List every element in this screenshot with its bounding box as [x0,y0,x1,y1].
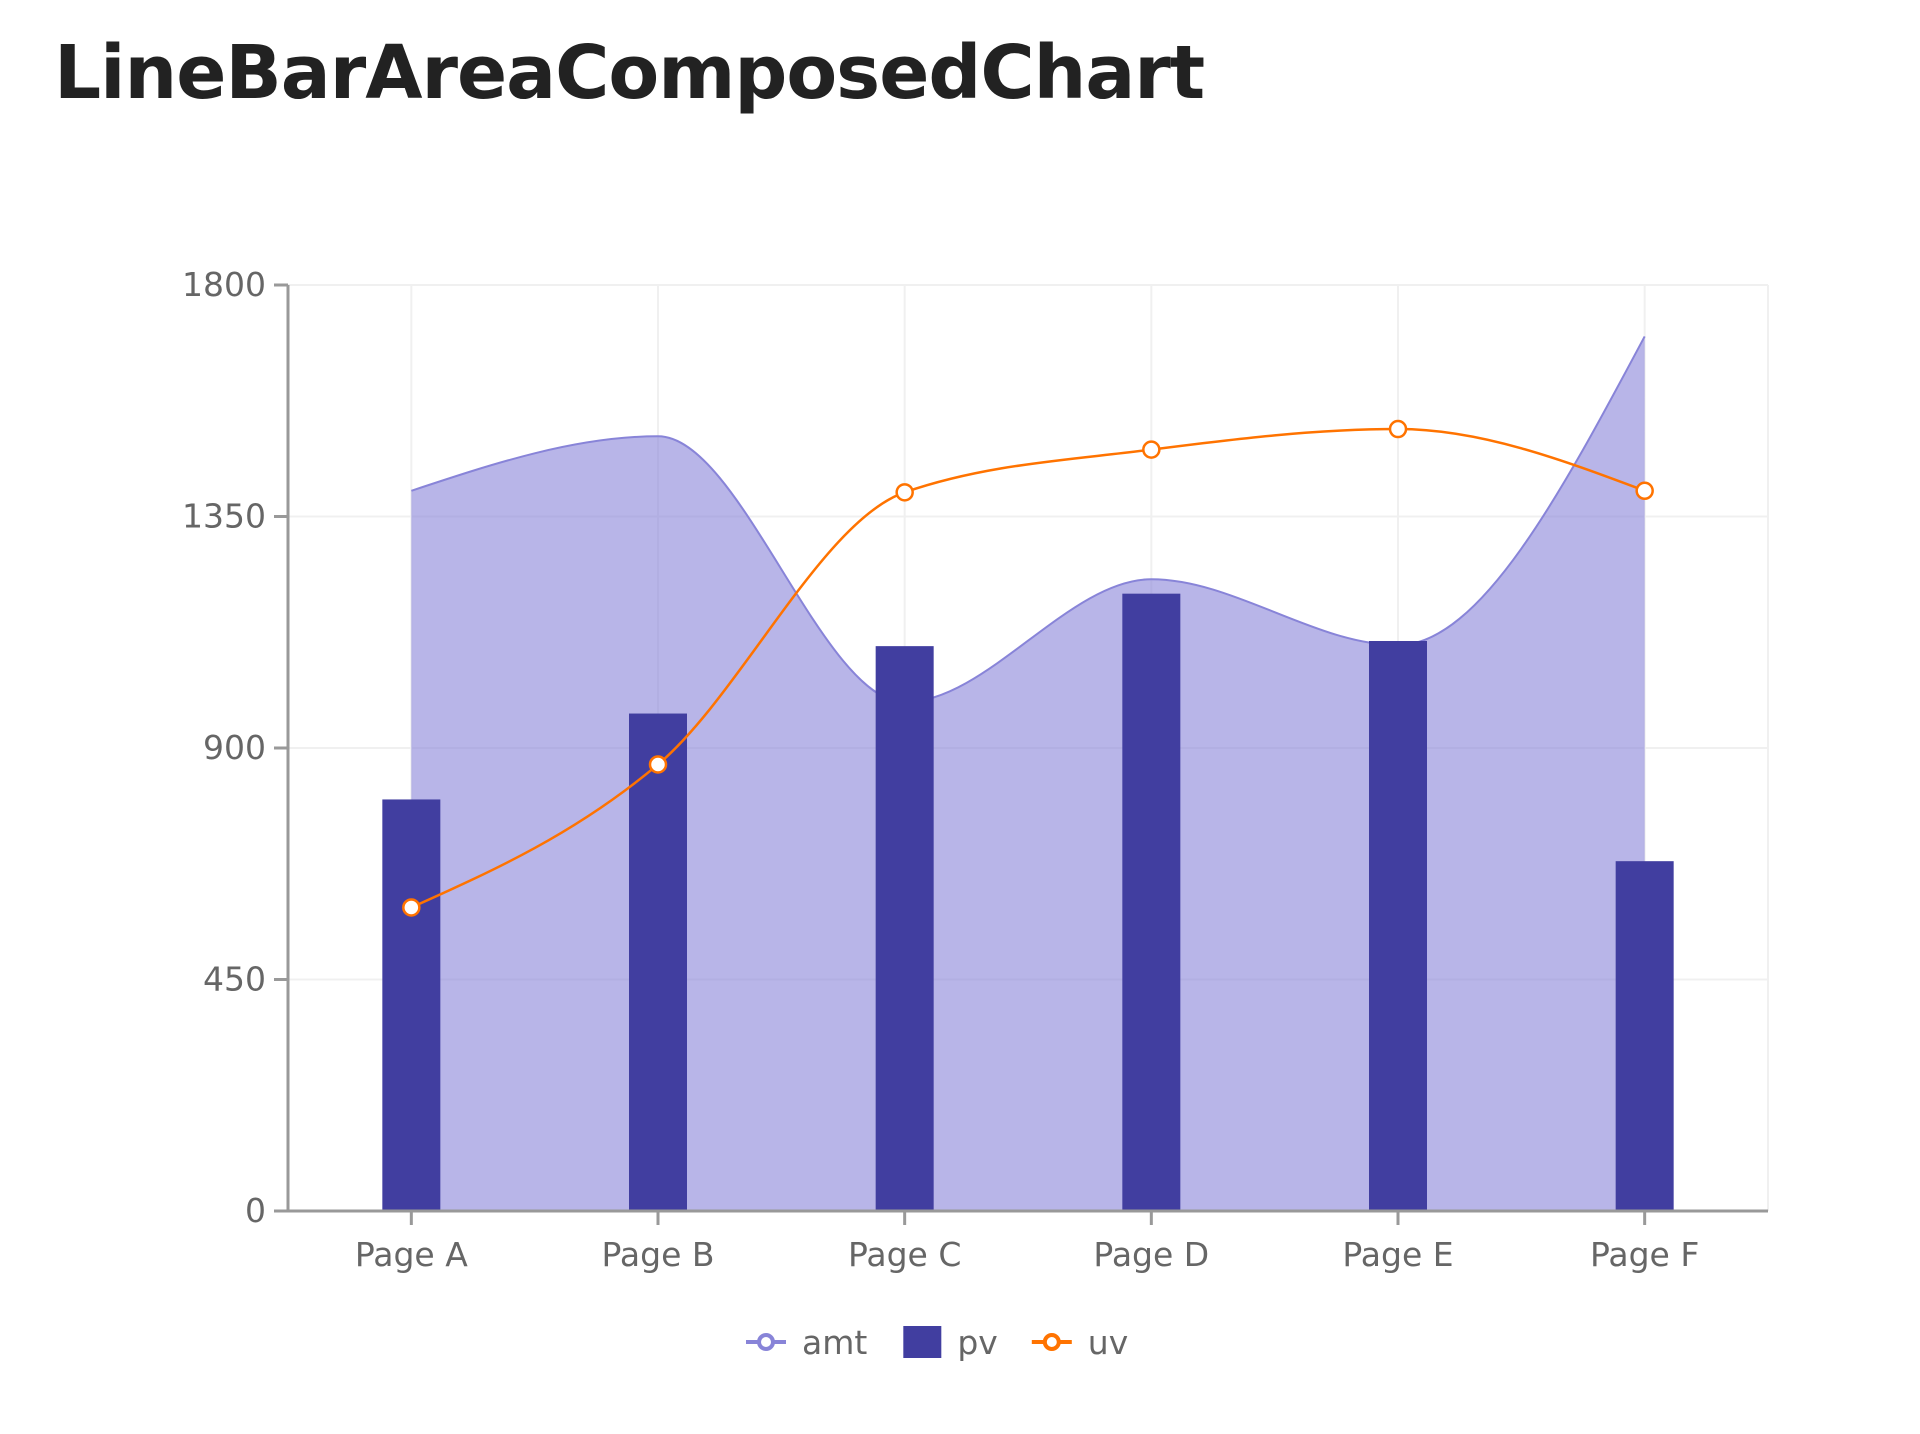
amt-area-line [411,335,1646,704]
y-tick-label: 1350 [182,497,266,536]
pv-bar [1122,593,1181,1211]
y-tick-label: 0 [245,1191,266,1230]
pv-bar [382,799,441,1211]
legend-label-pv: pv [957,1323,997,1362]
legend-label-uv: uv [1088,1323,1128,1362]
amt-area-fill [411,336,1645,1211]
x-tick-label: Page E [1342,1235,1453,1274]
y-tick-label: 450 [203,960,266,999]
uv-point [1635,481,1654,501]
pv-legend-square-icon [903,1326,942,1358]
amt-area-series [411,335,1646,1211]
uv-point [1388,419,1408,439]
x-tick-label: Page D [1093,1235,1209,1274]
pv-bar [629,713,687,1211]
x-tick-label: Page F [1590,1235,1699,1274]
legend-label-amt: amt [802,1323,867,1362]
chart-legend: amt pv uv [746,1323,1128,1362]
x-tick-label: Page B [601,1235,714,1274]
pv-bar [1615,861,1674,1211]
x-tick-label: Page A [355,1235,468,1274]
chart-axes: 0 450 900 1350 1800 Page A Page B Page C Page D P… [182,265,1768,1274]
uv-point [1142,440,1161,459]
uv-point [648,755,668,774]
uv-line [410,427,1646,909]
y-tick-label: 900 [203,728,266,767]
amt-legend-circle-icon [757,1333,775,1351]
uv-legend-circle-icon [1042,1333,1061,1351]
pv-bar [875,646,934,1211]
page-title: LineBarAreaComposedChart [54,30,1205,116]
y-tick-label: 1800 [182,265,266,304]
uv-line-series [402,419,1654,917]
x-tick-label: Page C [848,1235,961,1274]
pv-bar [1369,640,1427,1211]
uv-point [402,898,421,917]
uv-point [895,483,914,502]
pv-bar-series [382,593,1674,1211]
